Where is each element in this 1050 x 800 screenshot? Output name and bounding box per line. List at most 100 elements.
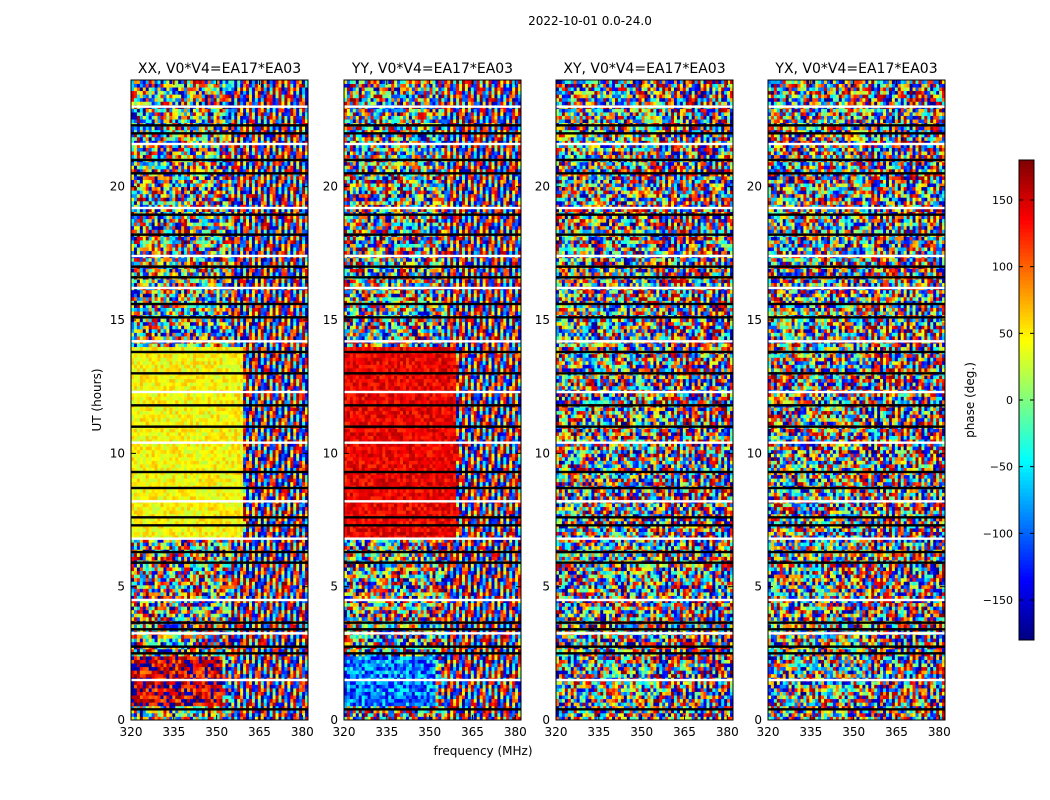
heatmap-cell [151,556,155,561]
heatmap-cell [219,503,223,508]
heatmap-cell [187,663,191,668]
heatmap-cell [178,538,182,543]
heatmap-cell [157,510,161,515]
heatmap-cell [281,563,285,568]
heatmap-cell [169,673,173,678]
heatmap-cell [234,684,238,689]
heatmap-cell [293,538,297,543]
heatmap-cell [269,712,273,717]
heatmap-cell [225,428,229,433]
heatmap-cell [272,691,276,696]
heatmap-cell [287,673,291,678]
heatmap-cell [249,474,253,479]
heatmap-cell [296,528,300,532]
heatmap-cell [257,517,262,522]
heatmap-cell [157,552,161,557]
heatmap-cell [166,613,170,618]
heatmap-cell [169,616,173,621]
heatmap-cell [181,552,185,557]
heatmap-cell [192,432,197,436]
heatmap-cell [269,439,273,444]
heatmap-cell [172,702,176,707]
heatmap-cell [133,709,138,714]
heatmap-cell [266,691,271,696]
heatmap-cell [157,691,161,696]
heatmap-cell [151,684,155,689]
heatmap-cell [287,638,291,643]
heatmap-cell [201,602,206,607]
heatmap-cell [160,577,164,582]
heatmap-cell [151,453,155,458]
heatmap-cell [290,638,294,643]
heatmap-cell [240,641,244,646]
heatmap-cell [163,641,167,646]
heatmap-cell [133,684,138,689]
heatmap-cell [231,496,235,500]
heatmap-cell [145,442,150,447]
heatmap-cell [148,542,153,547]
heatmap-cell [257,520,262,525]
heatmap-cell [237,481,241,486]
heatmap-cell [178,517,182,522]
heatmap-cell [181,592,185,596]
heatmap-cell [178,478,182,483]
heatmap-cell [305,449,308,454]
heatmap-cell [240,570,244,575]
heatmap-cell [225,691,229,696]
heatmap-cell [181,584,185,589]
heatmap-cell [157,634,161,639]
heatmap-cell [210,688,214,692]
heatmap-cell [269,673,273,678]
heatmap-cell [142,613,147,618]
heatmap-cell [184,688,188,692]
heatmap-cell [210,449,214,454]
heatmap-cell [175,520,179,525]
heatmap-cell [251,702,256,707]
heatmap-cell [305,488,308,493]
heatmap-cell [169,496,173,500]
heatmap-cell [290,695,294,700]
heatmap-cell [251,634,256,639]
heatmap-cell [184,528,188,532]
heatmap-cell [201,613,206,618]
heatmap-cell [299,577,303,582]
heatmap-cell [299,492,303,497]
heatmap-cell [281,606,285,611]
heatmap-cell [284,641,288,646]
heatmap-cell [269,641,273,646]
heatmap-cell [136,695,141,700]
heatmap-cell [225,513,229,518]
heatmap-cell [254,488,259,493]
heatmap-cell [151,435,155,440]
heatmap-cell [204,595,209,600]
heatmap-cell [131,453,135,458]
heatmap-cell [237,517,241,522]
heatmap-cell [133,517,138,522]
heatmap-cell [272,496,276,500]
heatmap-cell [266,570,271,575]
heatmap-cell [207,595,212,600]
heatmap-cell [284,673,288,678]
heatmap-cell [175,542,179,547]
heatmap-cell [198,535,203,540]
heatmap-cell [260,510,265,515]
heatmap-cell [190,488,194,493]
heatmap-cell [131,556,135,561]
heatmap-cell [272,428,276,433]
heatmap-cell [231,716,235,720]
heatmap-cell [201,684,206,689]
heatmap-cell [136,545,141,550]
heatmap-cell [195,428,200,433]
heatmap-cell [207,453,212,458]
heatmap-cell [213,453,217,458]
heatmap-cell [231,602,235,607]
heatmap-cell [219,592,223,596]
heatmap-cell [169,595,173,600]
heatmap-cell [148,460,153,465]
heatmap-cell [136,673,141,678]
heatmap-cell [192,588,197,593]
heatmap-cell [251,528,256,532]
heatmap-cell [157,488,161,493]
heatmap-cell [219,453,223,458]
heatmap-cell [154,666,158,671]
